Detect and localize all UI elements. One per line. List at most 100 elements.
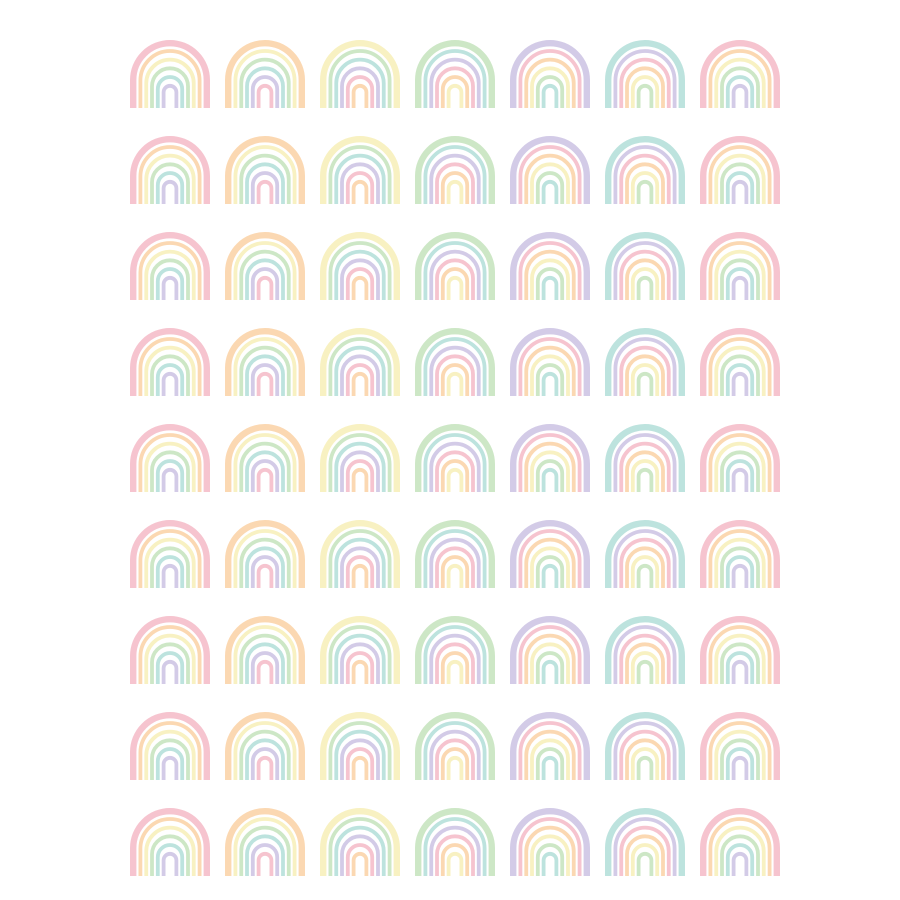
rainbow-band-yellow: [233, 145, 297, 204]
rainbow-band-blue: [423, 529, 487, 588]
rainbow-band-yellow: [714, 633, 766, 684]
rainbow-band-blue: [725, 75, 755, 108]
rainbow-band-blue: [541, 659, 559, 684]
rainbow-band-pink: [130, 520, 210, 588]
rainbow-band-yellow: [233, 433, 297, 492]
rainbow-band-blue: [245, 66, 285, 108]
rainbow-band-orange: [708, 145, 772, 204]
rainbow-band-green: [150, 546, 190, 588]
rainbow-band-green: [415, 232, 495, 300]
rainbow-band-purple: [731, 275, 749, 300]
rainbow-band-green: [636, 275, 654, 300]
rainbow-band-purple: [510, 520, 590, 588]
rainbow-band-pink: [256, 467, 274, 492]
rainbow-band-green: [636, 179, 654, 204]
rainbow-band-yellow: [530, 162, 570, 204]
rainbow-r5-c1-pink: [130, 424, 210, 492]
rainbow-band-green: [239, 57, 291, 108]
rainbow-band-blue: [245, 834, 285, 876]
rainbow-band-yellow: [233, 529, 297, 588]
rainbow-band-purple: [731, 755, 749, 780]
rainbow-band-green: [328, 529, 392, 588]
rainbow-band-purple: [510, 712, 590, 780]
rainbow-band-blue: [541, 371, 559, 396]
rainbow-band-purple: [429, 633, 481, 684]
rainbow-r1-c2-orange: [225, 40, 305, 108]
rainbow-band-pink: [256, 275, 274, 300]
rainbow-band-blue: [245, 642, 285, 684]
rainbow-band-orange: [138, 49, 202, 108]
rainbow-band-yellow: [144, 825, 196, 876]
rainbow-band-green: [415, 520, 495, 588]
rainbow-band-green: [415, 136, 495, 204]
rainbow-band-green: [415, 424, 495, 492]
rainbow-band-purple: [161, 659, 179, 684]
rainbow-band-green: [415, 616, 495, 684]
rainbow-band-purple: [510, 808, 590, 876]
rainbow-band-pink: [700, 136, 780, 204]
rainbow-band-pink: [518, 241, 582, 300]
rainbow-band-purple: [340, 258, 380, 300]
rainbow-band-purple: [429, 345, 481, 396]
rainbow-band-purple: [161, 371, 179, 396]
rainbow-r6-c5-purple: [510, 520, 590, 588]
rainbow-band-purple: [731, 179, 749, 204]
rainbow-band-blue: [423, 241, 487, 300]
rainbow-band-pink: [130, 136, 210, 204]
rainbow-band-green: [535, 75, 565, 108]
rainbow-band-green: [239, 729, 291, 780]
rainbow-r9-c7-pink: [700, 808, 780, 876]
rainbow-band-pink: [130, 40, 210, 108]
rainbow-band-purple: [731, 371, 749, 396]
rainbow-band-yellow: [320, 328, 400, 396]
rainbow-band-yellow: [144, 729, 196, 780]
rainbow-band-orange: [440, 75, 470, 108]
rainbow-r6-c2-orange: [225, 520, 305, 588]
rainbow-band-blue: [541, 467, 559, 492]
rainbow-band-green: [720, 738, 760, 780]
rainbow-band-blue: [155, 75, 185, 108]
rainbow-band-pink: [130, 808, 210, 876]
rainbow-band-orange: [524, 57, 576, 108]
rainbow-r8-c5-purple: [510, 712, 590, 780]
rainbow-band-yellow: [233, 817, 297, 876]
rainbow-r3-c4-green: [415, 232, 495, 300]
rainbow-r5-c3-yellow: [320, 424, 400, 492]
rainbow-band-orange: [524, 345, 576, 396]
rainbow-band-purple: [429, 825, 481, 876]
rainbow-band-purple: [731, 467, 749, 492]
rainbow-r4-c4-green: [415, 328, 495, 396]
rainbow-band-green: [239, 345, 291, 396]
rainbow-band-green: [720, 546, 760, 588]
rainbow-r7-c5-purple: [510, 616, 590, 684]
rainbow-band-orange: [625, 642, 665, 684]
rainbow-band-green: [239, 537, 291, 588]
rainbow-band-pink: [619, 441, 671, 492]
rainbow-band-pink: [619, 729, 671, 780]
rainbow-r6-c1-pink: [130, 520, 210, 588]
rainbow-band-purple: [340, 162, 380, 204]
rainbow-band-green: [636, 659, 654, 684]
rainbow-band-blue: [155, 555, 185, 588]
rainbow-band-green: [415, 40, 495, 108]
rainbow-band-green: [415, 808, 495, 876]
rainbow-band-blue: [245, 162, 285, 204]
rainbow-r5-c2-orange: [225, 424, 305, 492]
rainbow-band-pink: [345, 459, 375, 492]
rainbow-band-blue: [423, 625, 487, 684]
rainbow-band-orange: [440, 747, 470, 780]
rainbow-r5-c4-green: [415, 424, 495, 492]
rainbow-band-blue: [334, 729, 386, 780]
rainbow-band-green: [415, 328, 495, 396]
rainbow-band-yellow: [714, 345, 766, 396]
rainbow-band-blue: [541, 755, 559, 780]
rainbow-band-blue: [334, 825, 386, 876]
rainbow-r3-c2-orange: [225, 232, 305, 300]
rainbow-band-orange: [524, 825, 576, 876]
rainbow-band-orange: [440, 171, 470, 204]
rainbow-band-orange: [625, 834, 665, 876]
rainbow-band-purple: [613, 817, 677, 876]
rainbow-r5-c5-purple: [510, 424, 590, 492]
rainbow-band-pink: [256, 563, 274, 588]
rainbow-band-pink: [345, 171, 375, 204]
